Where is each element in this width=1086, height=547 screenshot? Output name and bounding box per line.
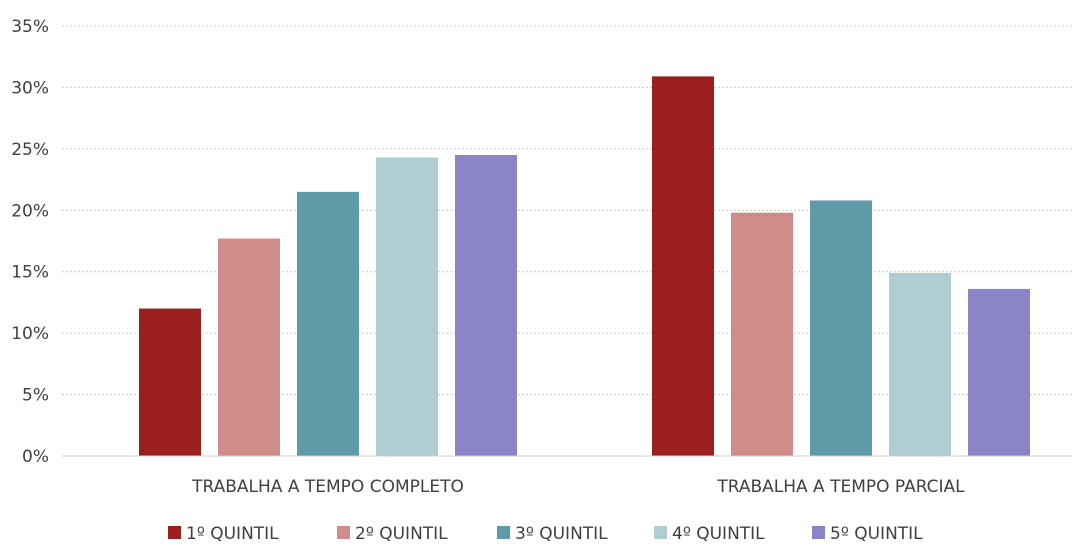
y-axis-tick-labels: 0% 5% 10% 15% 20% 25% 30% 35% (11, 17, 49, 467)
bar (376, 157, 438, 456)
legend-swatch (497, 526, 510, 539)
y-tick-label: 0% (22, 447, 49, 467)
bar (652, 76, 714, 456)
y-tick-label: 25% (11, 140, 49, 160)
legend: 1º QUINTIL 2º QUINTIL 3º QUINTIL 4º QUINTIL… (168, 524, 923, 544)
bar (139, 308, 201, 456)
category-labels: TRABALHA A TEMPO COMPLETO TRABALHA A TEMP… (191, 477, 965, 497)
y-tick-label: 20% (11, 201, 49, 221)
category-label: TRABALHA A TEMPO COMPLETO (191, 477, 464, 497)
bar (297, 191, 359, 456)
y-tick-label: 10% (11, 324, 49, 344)
category-label: TRABALHA A TEMPO PARCIAL (716, 477, 965, 497)
bar (889, 272, 951, 456)
y-tick-label: 5% (22, 386, 49, 406)
legend-label: 3º QUINTIL (515, 524, 608, 544)
legend-swatch (812, 526, 825, 539)
legend-label: 1º QUINTIL (186, 524, 279, 544)
y-tick-label: 35% (11, 17, 49, 37)
legend-swatch (168, 526, 181, 539)
legend-swatch (654, 526, 667, 539)
bar (731, 212, 793, 456)
y-tick-label: 15% (11, 263, 49, 283)
legend-label: 2º QUINTIL (355, 524, 448, 544)
bar (455, 155, 517, 456)
bar (968, 288, 1030, 456)
y-tick-label: 30% (11, 78, 49, 98)
bar (810, 200, 872, 456)
legend-label: 5º QUINTIL (830, 524, 923, 544)
bars (139, 76, 1030, 456)
bar (218, 238, 280, 456)
legend-label: 4º QUINTIL (672, 524, 765, 544)
legend-swatch (337, 526, 350, 539)
